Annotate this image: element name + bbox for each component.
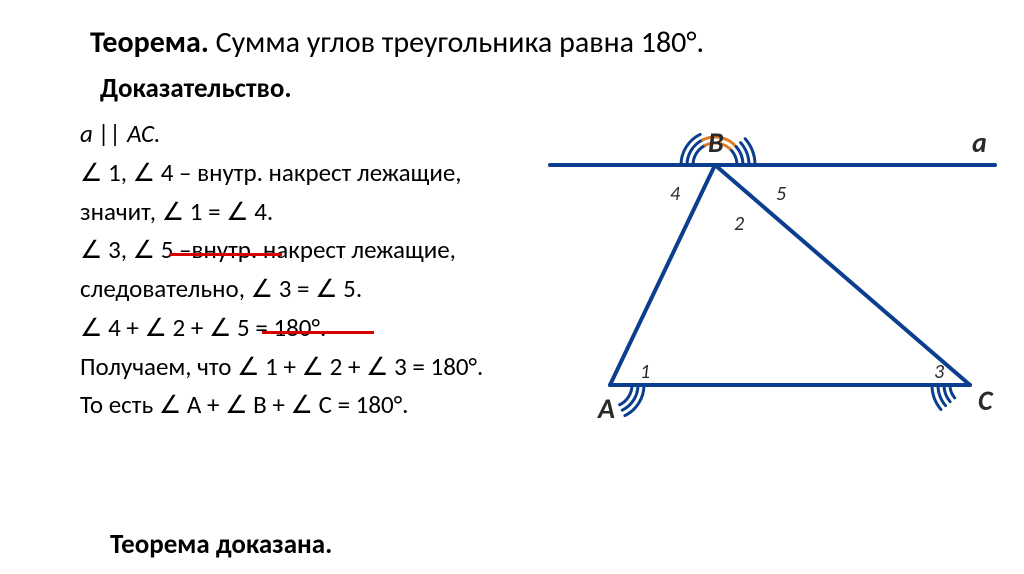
title-rest: Сумма углов треугольника равна 180°. (209, 24, 704, 61)
proof-line-4: ∠ 3, ∠ 5 –внутр. накрест лежащие, (80, 231, 520, 270)
proof-subtitle: Доказательство. (100, 72, 292, 105)
svg-text:C: C (978, 383, 994, 418)
svg-text:B: B (708, 125, 724, 160)
proof-conclusion: Теорема доказана. (110, 528, 332, 561)
proof-line-7: Получаем, что ∠ 1 + ∠ 2 + ∠ 3 = 180°. (80, 348, 520, 387)
proof-line-1: a || AC. (80, 115, 520, 154)
underline-1 (170, 253, 282, 256)
svg-text:2: 2 (734, 212, 744, 236)
svg-text:A: A (597, 391, 615, 426)
title-bold: Теорема. (90, 24, 209, 61)
svg-text:4: 4 (670, 182, 681, 206)
svg-text:5: 5 (776, 182, 786, 206)
proof-line-6: ∠ 4 + ∠ 2 + ∠ 5 = 180°. (80, 309, 520, 348)
proof-line-5: следовательно, ∠ 3 = ∠ 5. (80, 270, 520, 309)
proof-line-2: ∠ 1, ∠ 4 – внутр. накрест лежащие, (80, 154, 520, 193)
underline-2 (262, 331, 374, 334)
theorem-title: Теорема. Сумма углов треугольника равна … (90, 24, 704, 61)
svg-text:a: a (972, 125, 987, 160)
proof-line-8: То есть ∠ A + ∠ B + ∠ C = 180°. (80, 386, 520, 425)
triangle-diagram: A B Ca 1 2 3 4 5 (540, 110, 1010, 430)
svg-text:3: 3 (934, 360, 945, 384)
proof-body: a || AC. ∠ 1, ∠ 4 – внутр. накрест лежащ… (80, 115, 520, 425)
svg-text:1: 1 (640, 360, 650, 384)
proof-line-3: значит, ∠ 1 = ∠ 4. (80, 193, 520, 232)
